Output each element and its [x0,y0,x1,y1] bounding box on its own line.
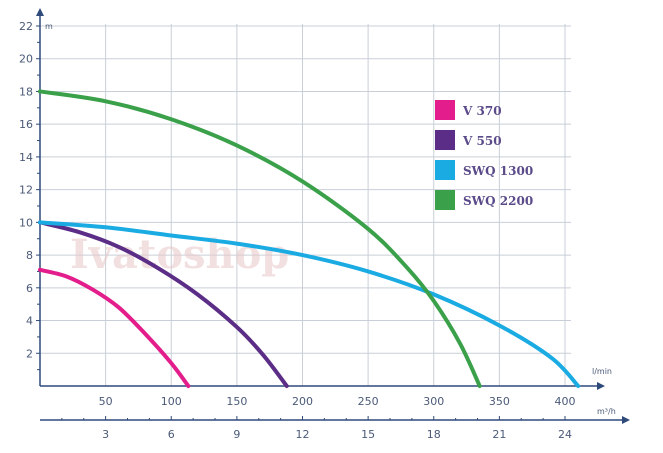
series-layer [38,89,581,388]
legend-swatch-v-370 [435,100,455,120]
legend-label-swq-1300: SWQ 1300 [463,164,533,178]
y-tick-label: 6 [26,282,33,295]
series-line-swq-2200 [38,89,482,388]
x-tick-label: 150 [226,395,247,408]
x2-tick-label: 12 [296,428,310,441]
x2-tick-label: 24 [558,428,572,441]
x-axis-arrow [597,382,605,390]
x-tick-label: 50 [99,395,113,408]
legend-swatch-swq-1300 [435,160,455,180]
legend-swatch-v-550 [435,130,455,150]
series-line-v-550 [38,220,289,388]
x2-tick-label: 3 [102,428,109,441]
y-tick-label: 2 [26,347,33,360]
x2-tick-label: 15 [361,428,375,441]
y-tick-label: 20 [19,53,33,66]
legend-label-swq-2200: SWQ 2200 [463,194,533,208]
y-unit-label: m [45,22,53,31]
y-tick-label: 16 [19,118,33,131]
x-tick-label: 400 [555,395,576,408]
y-tick-label: 18 [19,85,33,98]
y-tick-label: 8 [26,249,33,262]
y-tick-label: 10 [19,216,33,229]
y-tick-label: 22 [19,20,33,33]
x-unit-label: l/min [592,367,612,376]
x-tick-label: 300 [423,395,444,408]
watermark-text: Ivatoshop [70,231,289,278]
legend: V 370 V 550 SWQ 1300 SWQ 2200 [435,100,533,210]
x-tick-label: 250 [358,395,379,408]
x2-tick-label: 9 [233,428,240,441]
x-tick-label: 100 [161,395,182,408]
x-tick-label: 200 [292,395,313,408]
x-tick-label: 350 [489,395,510,408]
y-tick-label: 4 [26,315,33,328]
y-axis-arrow [36,8,44,16]
series-line-swq-1300 [38,220,581,388]
series-line-v-370 [38,267,191,388]
y-tick-label: 12 [19,184,33,197]
x2-tick-label: 6 [168,428,175,441]
x2-tick-label: 21 [492,428,506,441]
x2-unit-label: m³/h [597,407,616,416]
legend-label-v-550: V 550 [462,134,502,148]
y-tick-label: 14 [19,151,33,164]
x2-axis-arrow [622,416,630,424]
legend-swatch-swq-2200 [435,190,455,210]
x2-tick-label: 18 [427,428,441,441]
legend-label-v-370: V 370 [462,104,502,118]
